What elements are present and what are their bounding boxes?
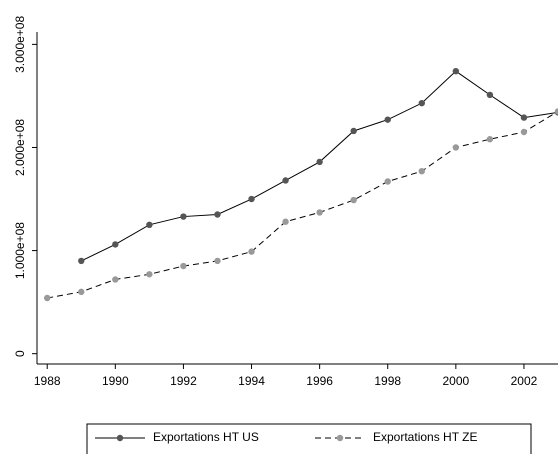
point [520, 114, 528, 121]
x-tick-label: 1990 [102, 374, 129, 388]
point [282, 218, 289, 225]
point [486, 91, 494, 99]
point [248, 195, 255, 203]
point [452, 67, 460, 75]
legend-label: Exportations HT US [153, 430, 259, 444]
y-tick-label: 0 [13, 350, 27, 357]
point [384, 178, 391, 185]
x-tick-label: 1994 [238, 374, 265, 388]
x-tick-label: 1992 [170, 374, 197, 388]
y-tick-label: 1.000e+08 [13, 222, 27, 279]
series-line [47, 110, 558, 299]
point [452, 144, 460, 151]
point [248, 248, 255, 255]
legend-label: Exportations HT ZE [373, 430, 477, 444]
point [384, 116, 391, 123]
point [350, 127, 357, 135]
legend-marker [116, 434, 124, 442]
x-tick-label: 1998 [374, 374, 401, 388]
point [350, 196, 357, 204]
y-tick-label: 3.000e+08 [13, 16, 27, 73]
point [316, 158, 323, 166]
point [112, 241, 119, 248]
y-tick-label: 2.000e+08 [13, 119, 27, 176]
point [214, 211, 221, 218]
point [180, 213, 187, 220]
point [418, 99, 425, 107]
point [180, 262, 187, 270]
legend-marker [336, 434, 344, 442]
point [486, 136, 494, 143]
point [520, 128, 528, 136]
point [214, 257, 221, 265]
series-line [81, 70, 558, 262]
x-tick-label: 2002 [511, 374, 538, 388]
point [78, 288, 85, 296]
point [112, 276, 119, 283]
x-tick-label: 1988 [34, 374, 61, 388]
point [78, 257, 85, 265]
point [146, 271, 153, 278]
point [316, 209, 323, 216]
legend-box [86, 423, 532, 454]
point [282, 177, 289, 184]
point [44, 294, 51, 302]
point [146, 221, 153, 229]
point [554, 108, 558, 115]
x-tick-label: 1996 [306, 374, 333, 388]
x-tick-label: 2000 [442, 374, 469, 388]
point [418, 167, 425, 175]
